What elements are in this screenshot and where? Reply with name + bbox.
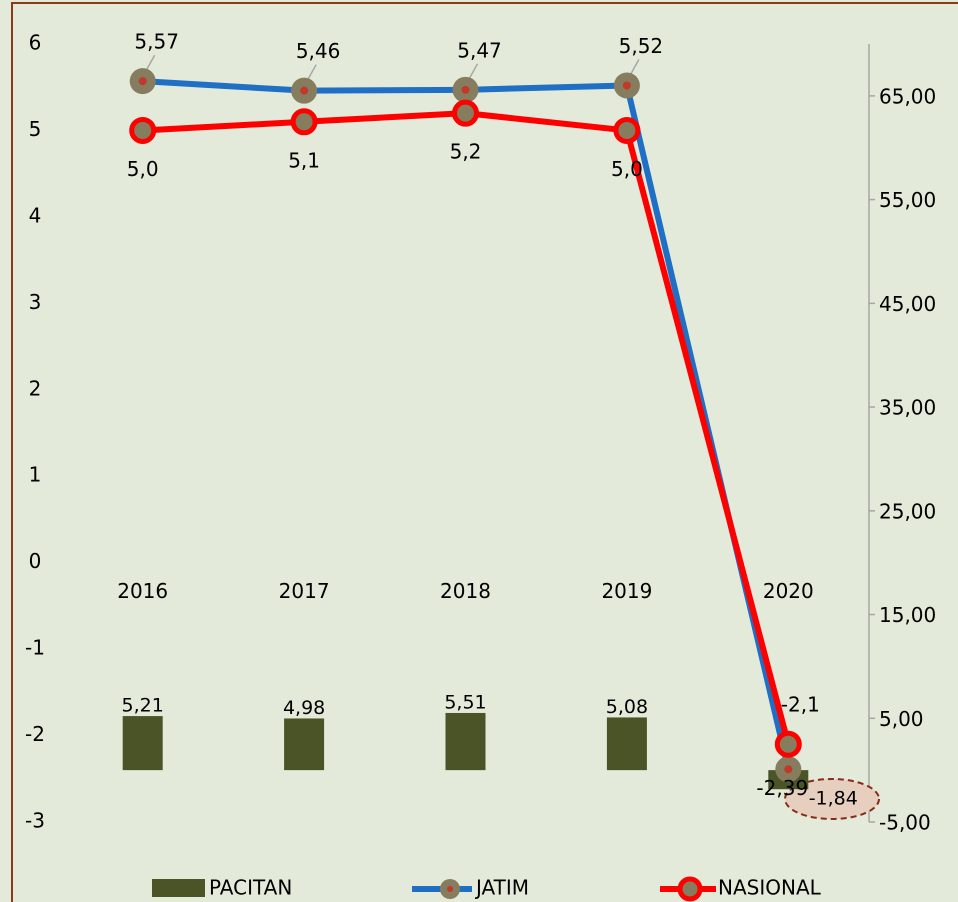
bar — [122, 716, 163, 771]
y-tick-label: -2 — [25, 722, 45, 746]
y2-tick-label: 15,00 — [879, 603, 936, 627]
marker-dot — [300, 86, 309, 95]
data-label: 4,98 — [283, 697, 325, 719]
x-tick-label: 2018 — [440, 579, 491, 603]
y-tick-label: -1 — [25, 636, 45, 660]
legend-label: NASIONAL — [718, 876, 822, 900]
y-tick-label: 2 — [29, 376, 42, 400]
y-tick-label: 5 — [29, 117, 42, 141]
data-label: 5,2 — [450, 140, 482, 164]
legend-label: PACITAN — [209, 876, 292, 900]
y-tick-label: -3 — [25, 809, 45, 833]
highlight-ellipse — [784, 778, 880, 820]
bar — [284, 718, 325, 771]
marker — [452, 99, 479, 127]
x-tick-label: 2019 — [601, 579, 652, 603]
bar — [606, 717, 647, 771]
y2-tick-label: 25,00 — [879, 499, 936, 523]
legend-marker — [677, 876, 703, 902]
legend-marker-dot — [447, 886, 453, 892]
data-label: -2,39 — [756, 776, 808, 800]
y2-tick-label: 45,00 — [879, 292, 936, 316]
x-tick-label: 2017 — [279, 579, 330, 603]
y2-tick-label: 65,00 — [879, 84, 936, 108]
data-label: -2,1 — [781, 693, 820, 717]
marker-dot — [622, 81, 631, 90]
y-tick-label: 3 — [29, 290, 42, 314]
marker-dot — [461, 85, 470, 94]
x-tick-label: 2016 — [117, 579, 168, 603]
y-tick-label: 4 — [29, 203, 42, 227]
data-label: -1,84 — [809, 788, 858, 810]
marker — [290, 108, 318, 136]
data-label: 5,57 — [134, 30, 179, 54]
legend-swatch — [152, 879, 205, 897]
marker — [774, 730, 802, 758]
data-label: 5,51 — [444, 691, 486, 713]
y2-tick-label: 35,00 — [879, 396, 936, 420]
y-tick-label: 6 — [29, 31, 42, 55]
data-label: 5,1 — [288, 148, 320, 172]
data-label: 5,08 — [606, 696, 648, 718]
data-label: 5,47 — [457, 38, 502, 62]
y-tick-label: 0 — [29, 549, 42, 573]
frame — [11, 2, 958, 902]
y2-tick-label: 5,00 — [879, 707, 924, 731]
marker — [129, 116, 157, 144]
marker-dot — [784, 765, 793, 774]
marker-dot — [138, 77, 147, 86]
data-label: 5,0 — [127, 157, 159, 181]
y2-tick-label: -5,00 — [879, 811, 931, 835]
legend-label: JATIM — [474, 876, 529, 900]
data-label: 5,21 — [122, 695, 164, 717]
legend: PACITAN JATIM NASIONAL — [152, 876, 822, 902]
x-tick-label: 2020 — [763, 579, 814, 603]
y-tick-label: 1 — [29, 463, 42, 487]
y2-tick-label: 55,00 — [879, 188, 936, 212]
data-label: 5,52 — [619, 34, 664, 58]
marker — [613, 116, 641, 144]
data-label: 5,46 — [296, 39, 341, 63]
bar — [445, 712, 486, 771]
data-label: 5,0 — [611, 157, 643, 181]
